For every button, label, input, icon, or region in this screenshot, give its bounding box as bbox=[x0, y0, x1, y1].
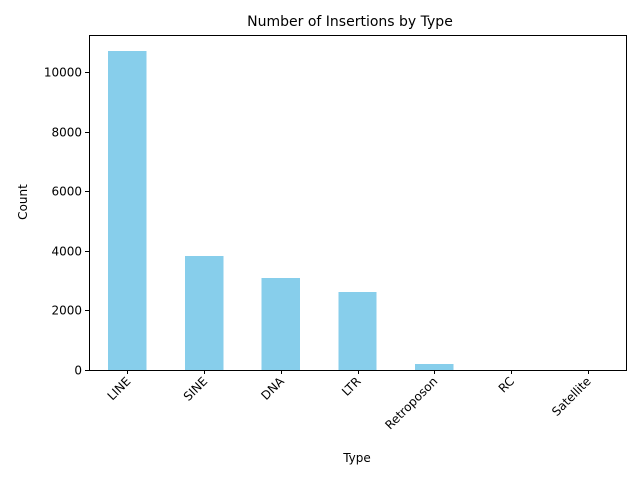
x-tick-label: LINE bbox=[105, 374, 134, 403]
x-tick-label: LTR bbox=[339, 374, 364, 399]
y-tick-label: 6000 bbox=[51, 185, 82, 199]
plot-frame bbox=[89, 35, 627, 371]
y-tick-label: 4000 bbox=[51, 245, 82, 259]
bar-sine bbox=[184, 255, 224, 370]
bars-group bbox=[108, 50, 607, 370]
y-tick-label: 0 bbox=[74, 364, 82, 378]
y-axis-label: Count bbox=[16, 184, 30, 220]
y-axis-ticks: 0 2000 4000 6000 8000 10000 bbox=[44, 66, 89, 378]
bar-retroposon bbox=[415, 364, 454, 370]
bar-dna bbox=[261, 277, 300, 370]
x-tick-label: Retroposon bbox=[382, 374, 440, 432]
x-tick-label: SINE bbox=[181, 374, 210, 403]
x-axis-label: Type bbox=[342, 451, 371, 465]
bar-line bbox=[108, 50, 147, 370]
bar-ltr bbox=[338, 291, 377, 370]
y-tick-label: 2000 bbox=[51, 304, 82, 318]
y-tick-label: 10000 bbox=[44, 66, 82, 80]
x-tick-label: DNA bbox=[258, 374, 287, 403]
y-tick-label: 8000 bbox=[51, 126, 82, 140]
x-axis-ticks: LINE SINE DNA LTR Retroposon RC Satellite bbox=[105, 370, 594, 432]
x-tick-label: RC bbox=[496, 374, 517, 395]
x-tick-label: Satellite bbox=[549, 374, 594, 419]
chart-title: Number of Insertions by Type bbox=[247, 14, 453, 30]
